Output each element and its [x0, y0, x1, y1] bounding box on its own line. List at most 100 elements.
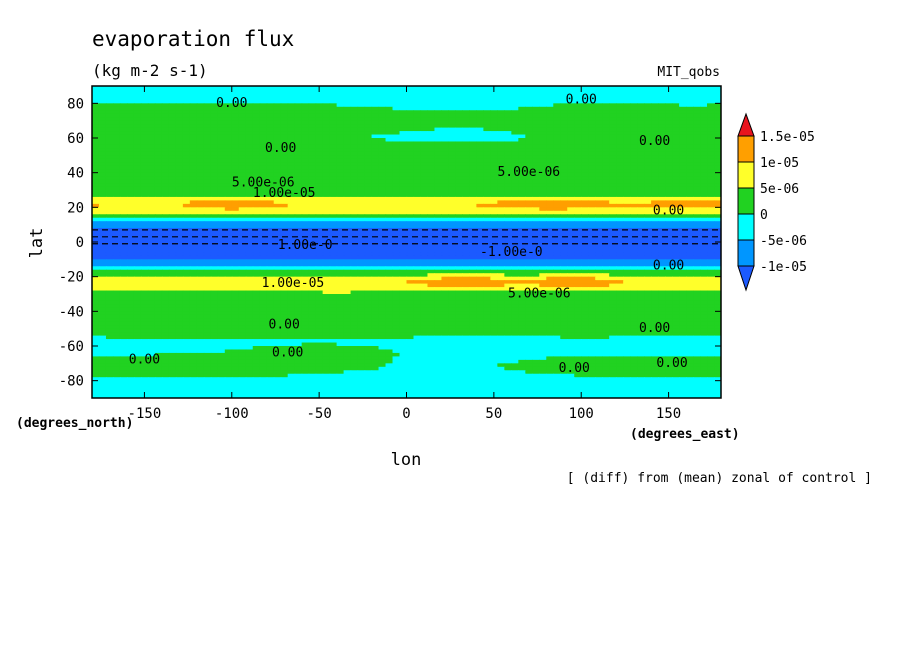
field-cell: [518, 214, 526, 219]
field-cell: [98, 221, 107, 226]
field-cell: [273, 238, 282, 243]
field-cell: [140, 124, 149, 129]
field-cell: [546, 169, 554, 174]
field-cell: [161, 190, 170, 195]
field-cell: [392, 193, 401, 198]
field-cell: [133, 221, 142, 226]
field-cell: [560, 238, 568, 243]
field-cell: [105, 162, 114, 167]
field-cell: [126, 207, 135, 212]
field-cell: [357, 131, 366, 136]
field-cell: [224, 186, 233, 191]
field-cell: [420, 196, 429, 201]
field-cell: [441, 214, 450, 219]
field-cell: [581, 214, 589, 219]
field-cell: [469, 86, 477, 91]
field-cell: [224, 203, 233, 208]
field-cell: [315, 248, 324, 253]
field-cell: [210, 106, 219, 111]
field-cell: [259, 155, 268, 160]
field-cell: [308, 103, 317, 108]
field-cell: [504, 89, 512, 94]
field-cell: [616, 99, 624, 104]
field-cell: [161, 186, 170, 191]
field-cell: [406, 162, 415, 167]
field-cell: [350, 96, 359, 101]
field-cell: [609, 86, 617, 91]
field-cell: [287, 224, 296, 229]
field-cell: [490, 96, 498, 101]
field-cell: [210, 186, 219, 191]
field-cell: [539, 134, 547, 139]
field-cell: [413, 217, 422, 222]
field-cell: [693, 221, 701, 226]
field-cell: [371, 86, 380, 91]
field-cell: [140, 245, 149, 250]
field-cell: [686, 127, 694, 132]
field-cell: [147, 266, 156, 271]
field-cell: [119, 110, 128, 115]
field-cell: [315, 228, 324, 233]
field-cell: [665, 176, 673, 181]
field-cell: [539, 117, 547, 122]
field-cell: [98, 110, 107, 115]
field-cell: [448, 106, 457, 111]
field-cell: [588, 96, 596, 101]
field-cell: [616, 106, 624, 111]
field-cell: [623, 231, 631, 236]
field-cell: [336, 162, 345, 167]
field-cell: [609, 127, 617, 132]
field-cell: [665, 113, 673, 118]
field-cell: [154, 207, 163, 212]
field-cell: [168, 183, 177, 188]
field-cell: [434, 89, 443, 94]
field-cell: [252, 252, 261, 257]
field-cell: [385, 110, 394, 115]
field-cell: [329, 155, 338, 160]
field-cell: [231, 86, 240, 91]
field-cell: [651, 266, 659, 271]
field-cell: [112, 252, 121, 257]
field-cell: [665, 224, 673, 229]
field-cell: [714, 96, 721, 101]
field-cell: [92, 148, 100, 153]
field-cell: [294, 228, 303, 233]
field-cell: [637, 134, 645, 139]
field-cell: [301, 266, 310, 271]
field-cell: [161, 248, 170, 253]
field-cell: [630, 176, 638, 181]
field-cell: [238, 207, 247, 212]
field-cell: [224, 214, 233, 219]
field-cell: [553, 89, 561, 94]
field-cell: [497, 179, 505, 184]
field-cell: [189, 210, 198, 215]
field-cell: [287, 179, 296, 184]
field-cell: [686, 221, 694, 226]
field-cell: [644, 131, 652, 136]
field-cell: [105, 221, 114, 226]
field-cell: [525, 151, 533, 156]
field-cell: [105, 238, 114, 243]
field-cell: [364, 183, 373, 188]
field-cell: [714, 221, 721, 226]
field-cell: [119, 138, 128, 143]
field-cell: [497, 131, 505, 136]
field-cell: [175, 242, 184, 247]
field-cell: [525, 120, 533, 125]
field-cell: [511, 266, 519, 271]
field-cell: [581, 186, 589, 191]
field-cell: [602, 165, 610, 170]
field-cell: [406, 124, 415, 129]
field-cell: [210, 148, 219, 153]
field-cell: [518, 131, 526, 136]
field-cell: [364, 200, 373, 205]
field-cell: [441, 217, 450, 222]
field-cell: [700, 124, 708, 129]
field-cell: [595, 141, 603, 146]
field-cell: [231, 138, 240, 143]
field-cell: [707, 86, 715, 91]
field-cell: [532, 259, 540, 264]
field-cell: [630, 221, 638, 226]
field-cell: [539, 190, 547, 195]
field-cell: [553, 124, 561, 129]
